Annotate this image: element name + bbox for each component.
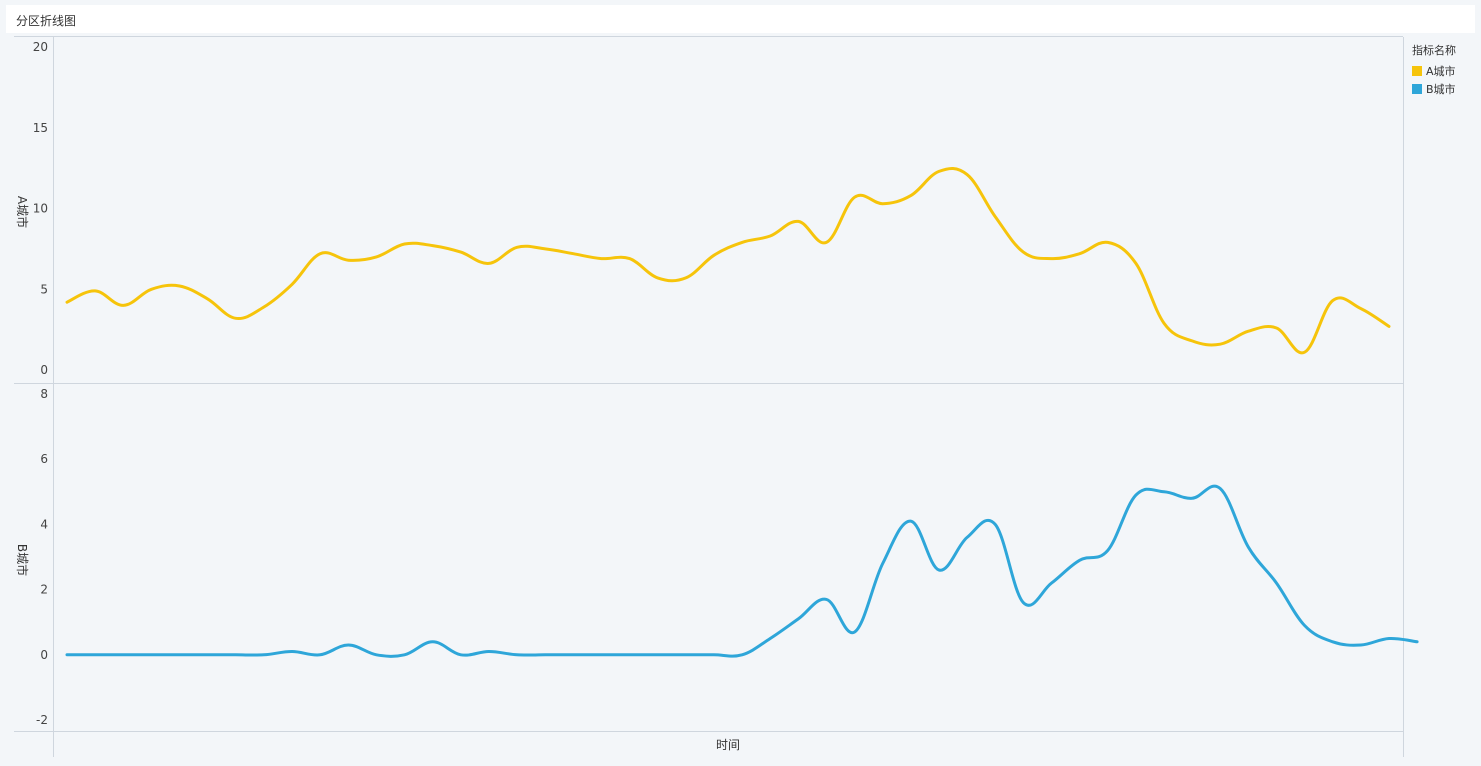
y-tick-label-b: -2 [36, 713, 48, 727]
y-tick-label-b: 6 [40, 452, 48, 466]
x-axis-title: 时间 [716, 738, 740, 752]
y-tick-label-b: 2 [40, 583, 48, 597]
chart-title-bar: 分区折线图 [6, 5, 1475, 33]
series-line-b [65, 484, 1419, 658]
legend-label-b: B城市 [1426, 83, 1456, 96]
legend-title: 指标名称 [1412, 44, 1456, 57]
legend-swatch-a [1412, 66, 1422, 76]
y-tick-label-b: 8 [40, 387, 48, 401]
chart-title: 分区折线图 [16, 14, 77, 28]
series-line-a [65, 167, 1391, 355]
y-tick-label-a: 5 [40, 282, 48, 296]
legend-item-b[interactable]: B城市 [1412, 80, 1456, 98]
y-tick-label-a: 10 [33, 202, 48, 216]
y-axis-title-b: B城市 [15, 544, 30, 576]
legend-item-a[interactable]: A城市 [1412, 62, 1456, 80]
legend-label-a: A城市 [1426, 65, 1456, 78]
y-tick-label-a: 15 [33, 121, 48, 135]
legend-swatch-b [1412, 84, 1422, 94]
y-tick-label-a: 20 [33, 40, 48, 54]
y-tick-label-b: 0 [40, 648, 48, 662]
y-tick-label-b: 4 [40, 517, 48, 531]
y-axis-title-a: A城市 [15, 196, 30, 228]
y-tick-label-a: 0 [40, 363, 48, 377]
legend: 指标名称 A城市 B城市 [1412, 42, 1456, 98]
